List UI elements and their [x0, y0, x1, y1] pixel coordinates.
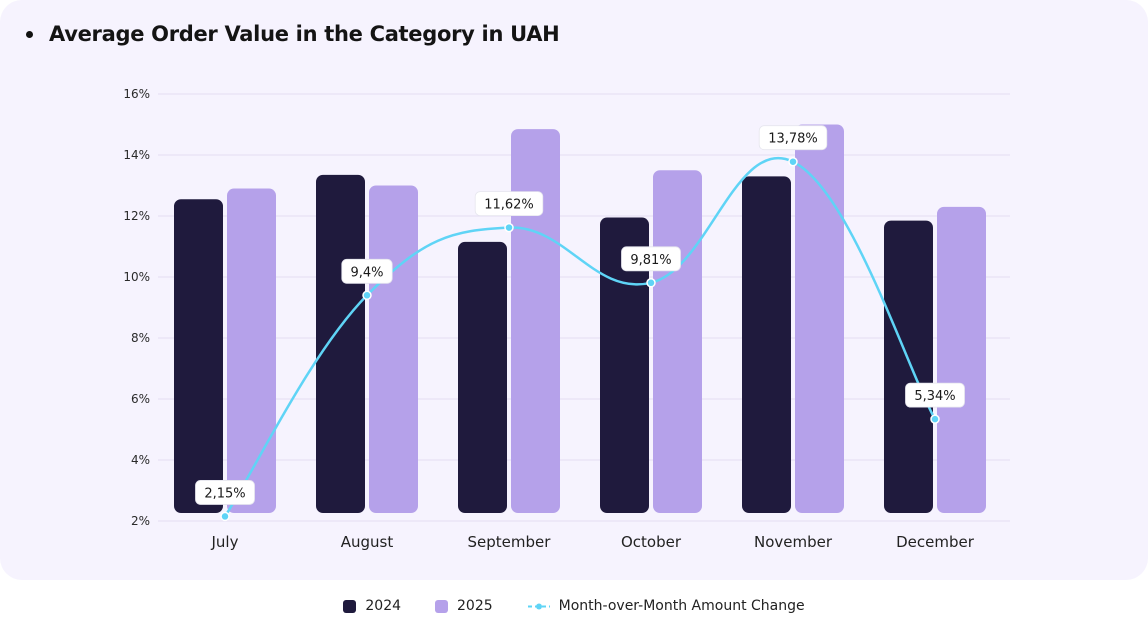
chart-header: Average Order Value in the Category in U… [26, 22, 560, 46]
bar-2024 [742, 176, 791, 513]
legend-swatch-2025 [435, 599, 449, 613]
data-label-box [341, 258, 393, 284]
legend-swatch-line [527, 603, 550, 609]
data-label-box [195, 480, 255, 505]
y-tick-label: 2% [131, 514, 150, 528]
title-bullet [26, 30, 33, 38]
legend-label-2025: 2025 [457, 598, 493, 614]
y-tick-label: 14% [123, 148, 150, 162]
data-label-box [905, 382, 965, 408]
bar-2024 [316, 174, 365, 513]
x-tick-label: October [621, 533, 682, 551]
y-tick-label: 16% [123, 87, 150, 101]
mom-change-point [788, 156, 798, 167]
data-label: 11,62% [484, 198, 534, 213]
bar-2025 [653, 170, 702, 513]
bar-2024 [884, 220, 933, 513]
data-label: 13,78% [768, 132, 818, 147]
y-tick-label: 4% [131, 453, 150, 467]
legend-label-2024: 2024 [365, 598, 402, 614]
data-label-box [621, 246, 681, 272]
bar-2024 [458, 241, 507, 514]
x-tick-label: July [211, 533, 239, 551]
mom-change-line [223, 157, 937, 518]
bar-2025 [795, 124, 844, 513]
data-label-box [758, 125, 828, 151]
mom-change-point [504, 222, 514, 233]
legend-item-mom-change[interactable]: Month-over-Month Amount Change [527, 598, 805, 614]
bar-2025 [937, 206, 986, 513]
x-tick-label: September [468, 533, 552, 551]
y-tick-label: 8% [131, 331, 150, 345]
legend-item-2024[interactable]: 2024 [343, 598, 401, 614]
x-tick-label: November [754, 533, 833, 551]
chart-title: Average Order Value in the Category in U… [49, 22, 560, 46]
mom-change-point [930, 414, 940, 424]
mom-change-point [646, 278, 656, 288]
chart-legend: 2024 2025 Month-over-Month Amount Change [0, 598, 1148, 614]
chart-plot: 16% 14% 12% 10% 8% 6% 4% 2% July August September O… [123, 87, 1010, 551]
data-label: 5,34% [914, 389, 955, 404]
data-label: 9,4% [350, 265, 383, 280]
y-tick-label: 12% [123, 209, 150, 223]
bar-2024 [174, 199, 223, 513]
y-tick-label: 10% [123, 270, 150, 284]
bar-2025 [369, 185, 418, 513]
legend-swatch-2024 [343, 599, 357, 613]
mom-change-point [220, 511, 230, 522]
bar-2025 [227, 188, 276, 514]
y-tick-label: 6% [131, 392, 150, 406]
data-label: 2,15% [204, 486, 245, 501]
mom-change-point [362, 290, 372, 301]
legend-item-2025[interactable]: 2025 [435, 598, 493, 614]
x-tick-label: December [896, 533, 975, 551]
data-label: 9,81% [630, 253, 671, 268]
legend-label-mom-change: Month-over-Month Amount Change [558, 598, 805, 614]
data-label-box [474, 191, 544, 216]
x-tick-label: August [341, 533, 394, 551]
bar-2024 [600, 217, 649, 513]
bar-2025 [511, 129, 560, 513]
